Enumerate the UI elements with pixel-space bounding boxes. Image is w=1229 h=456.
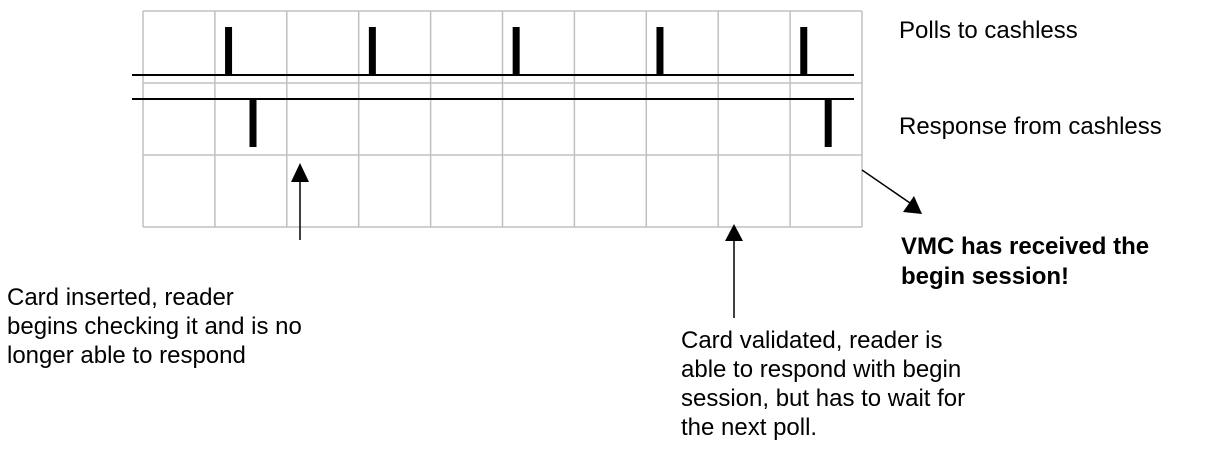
card-inserted-arrow — [291, 163, 309, 240]
response-label: Response from cashless — [899, 113, 1162, 140]
polls-label: Polls to cashless — [899, 17, 1078, 44]
card-validated-line-1: Card validated, reader is — [681, 327, 943, 354]
response-pulse — [824, 99, 832, 147]
poll-pulses — [225, 27, 808, 75]
vmc-note-line-1: VMC has received the — [901, 233, 1150, 260]
vmc-note-line-2: begin session! — [901, 263, 1070, 290]
poll-pulse — [800, 27, 808, 75]
response-pulse — [249, 99, 257, 147]
card-inserted-line-2: begins checking it and is no — [7, 313, 302, 340]
card-inserted-note: Card inserted, reader begins checking it… — [7, 283, 302, 370]
poll-pulse — [368, 27, 376, 75]
card-inserted-line-1: Card inserted, reader — [7, 284, 234, 311]
poll-pulse — [512, 27, 520, 75]
card-validated-note: Card validated, reader is able to respon… — [681, 326, 965, 442]
card-validated-arrow — [725, 224, 743, 318]
response-pulses — [249, 99, 832, 147]
card-validated-line-3: session, but has to wait for — [681, 385, 966, 412]
poll-pulse — [225, 27, 233, 75]
timing-grid — [142, 10, 863, 228]
vmc-received-arrow — [861, 169, 922, 214]
card-inserted-line-3: longer able to respond — [7, 342, 246, 369]
card-validated-line-2: able to respond with begin — [681, 356, 962, 383]
card-validated-line-4: the next poll. — [681, 414, 818, 441]
poll-pulse — [656, 27, 664, 75]
